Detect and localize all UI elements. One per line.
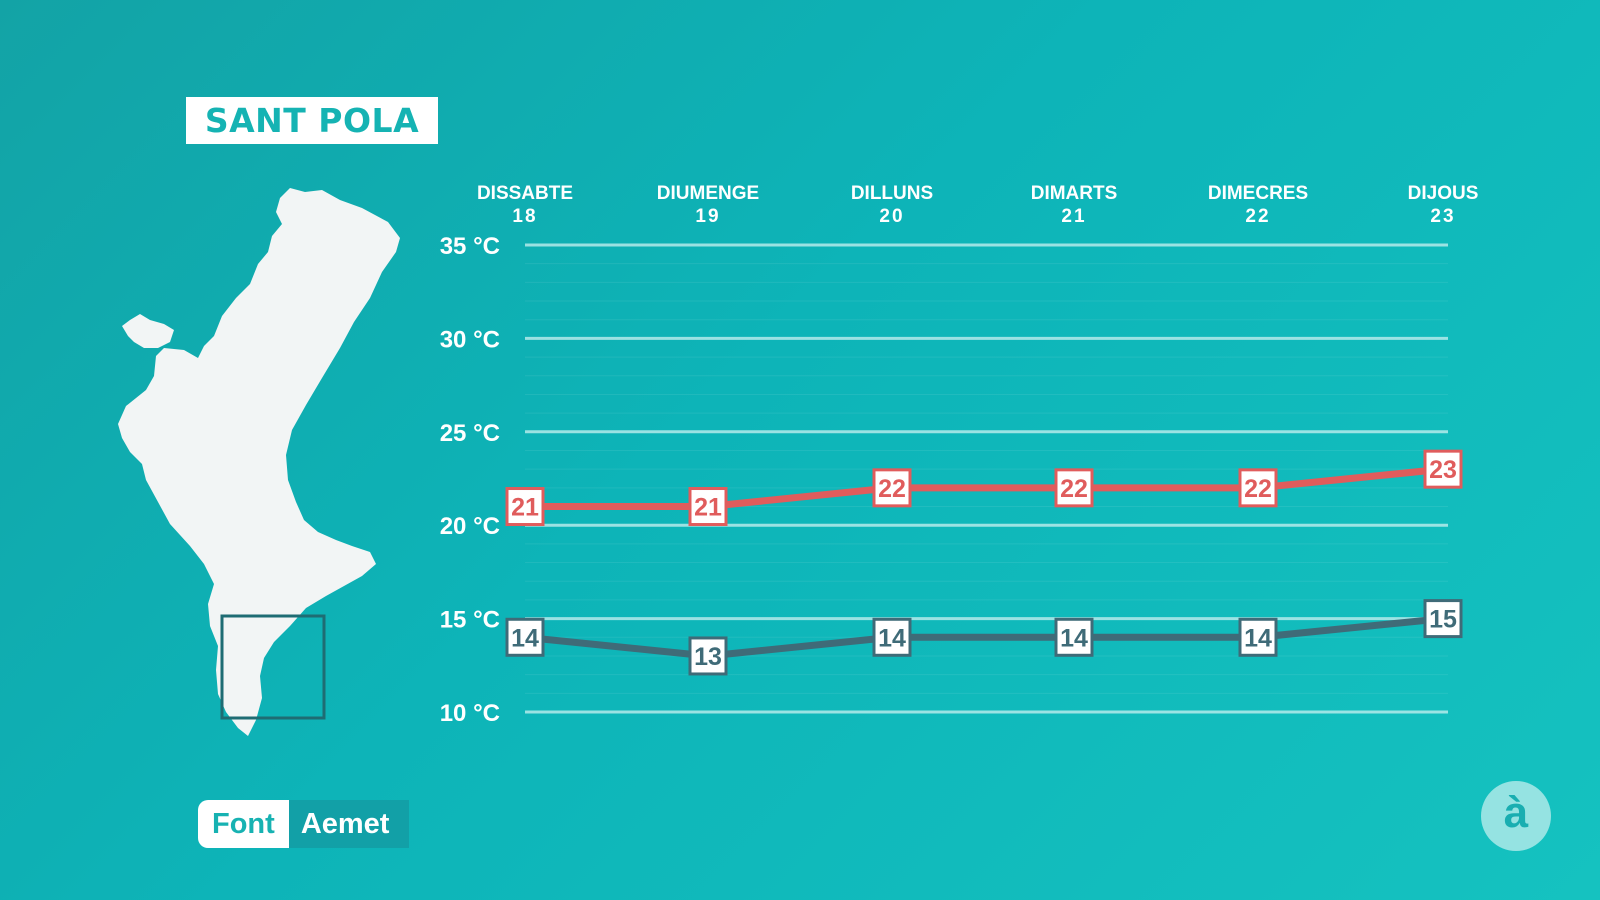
y-tick-label: 15 °C xyxy=(440,607,500,634)
min-temp-marker xyxy=(1423,599,1463,639)
max-temp-label: 22 xyxy=(1244,475,1272,503)
max-temp-label: 22 xyxy=(1060,475,1088,503)
day-number: 19 xyxy=(695,206,720,227)
day-label: DISSABTE xyxy=(477,183,573,204)
min-temp-label: 14 xyxy=(878,624,906,652)
y-tick-label: 20 °C xyxy=(440,513,500,540)
max-temp-marker xyxy=(1054,468,1094,508)
max-temp-line xyxy=(525,465,1444,511)
source-label: Font xyxy=(198,800,289,848)
max-temp-marker xyxy=(1423,449,1463,489)
day-number: 20 xyxy=(879,206,904,227)
max-temp-label: 22 xyxy=(878,475,906,503)
max-temp-label: 21 xyxy=(511,494,539,522)
y-tick-label: 10 °C xyxy=(440,700,500,727)
min-temp-label: 14 xyxy=(1060,624,1088,652)
day-number: 22 xyxy=(1245,206,1270,227)
min-temp-marker xyxy=(1054,617,1094,657)
highlight-frame xyxy=(220,614,326,720)
max-temp-marker xyxy=(688,487,728,527)
region-map xyxy=(118,188,400,736)
max-temp-label: 23 xyxy=(1429,456,1457,484)
min-temp-label: 14 xyxy=(1244,624,1272,652)
max-temp-label: 21 xyxy=(694,494,722,522)
min-temp-marker xyxy=(872,617,912,657)
channel-logo-glyph: à xyxy=(1503,788,1529,837)
min-temp-marker xyxy=(505,617,545,657)
y-tick-label: 30 °C xyxy=(440,326,500,353)
region-shape xyxy=(118,188,400,736)
y-tick-label: 25 °C xyxy=(440,420,500,447)
source-tag: Font Aemet xyxy=(198,800,410,848)
day-label: DIUMENGE xyxy=(657,183,759,204)
day-label: DIJOUS xyxy=(1408,183,1479,204)
day-label: DILLUNS xyxy=(851,183,933,204)
min-temp-marker xyxy=(1238,617,1278,657)
max-temp-marker xyxy=(505,487,545,527)
max-temp-marker xyxy=(872,468,912,508)
island-shape xyxy=(122,314,174,348)
min-temp-marker xyxy=(688,636,728,676)
day-label: DIMARTS xyxy=(1031,183,1118,204)
max-temp-marker xyxy=(1238,468,1278,508)
day-number: 23 xyxy=(1430,206,1455,227)
channel-logo: à xyxy=(1481,781,1551,851)
min-temp-line xyxy=(524,615,1444,660)
day-number: 21 xyxy=(1061,206,1086,227)
min-temp-label: 13 xyxy=(694,643,722,671)
y-tick-label: 35 °C xyxy=(440,233,500,260)
min-temp-label: 15 xyxy=(1429,606,1457,634)
location-title: SANT POLA xyxy=(186,97,438,144)
min-temp-label: 14 xyxy=(511,624,539,652)
source-value: Aemet xyxy=(288,800,410,848)
day-number: 18 xyxy=(512,206,537,227)
location-title-text: SANT POLA xyxy=(204,101,420,140)
day-label: DIMECRES xyxy=(1208,183,1308,204)
